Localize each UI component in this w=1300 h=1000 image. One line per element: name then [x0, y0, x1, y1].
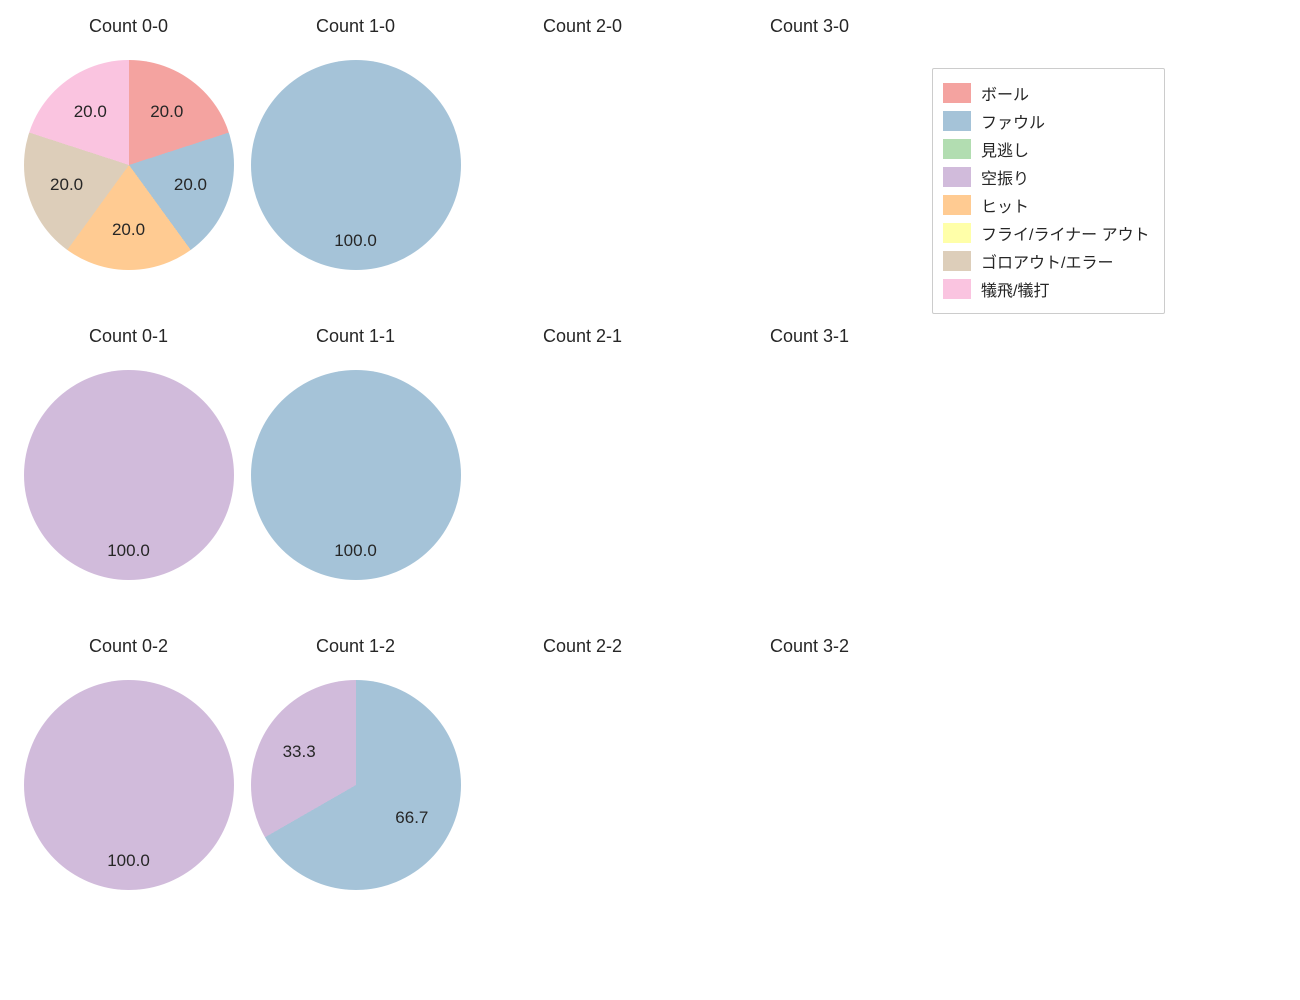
legend-item: 犠飛/犠打 — [943, 275, 1150, 303]
chart-panel: Count 3-2 — [696, 630, 923, 940]
legend-label: 見逃し — [981, 137, 1029, 161]
legend-label: ファウル — [981, 109, 1045, 133]
pie-wrap: 100.0 — [251, 60, 461, 270]
legend-item: ゴロアウト/エラー — [943, 247, 1150, 275]
chart-panel: Count 3-0 — [696, 10, 923, 320]
legend-item: ファウル — [943, 107, 1150, 135]
panel-title: Count 0-2 — [15, 636, 242, 657]
legend-swatch — [943, 139, 971, 159]
pie-chart — [251, 370, 461, 580]
panel-title: Count 3-1 — [696, 326, 923, 347]
panel-title: Count 0-0 — [15, 16, 242, 37]
legend-item: 見逃し — [943, 135, 1150, 163]
pie-chart — [251, 60, 461, 270]
pie-wrap: 100.0 — [251, 370, 461, 580]
chart-panel: Count 0-0 20.020.020.020.020.0 — [15, 10, 242, 320]
legend-swatch — [943, 251, 971, 271]
chart-panel: Count 2-0 — [469, 10, 696, 320]
chart-panel: Count 1-2 66.733.3 — [242, 630, 469, 940]
legend-label: ヒット — [981, 193, 1029, 217]
legend-label: ゴロアウト/エラー — [981, 249, 1113, 273]
pie-wrap: 20.020.020.020.020.0 — [24, 60, 234, 270]
pie-chart — [24, 60, 234, 270]
legend-label: フライ/ライナー アウト — [981, 221, 1150, 245]
pie-chart — [24, 370, 234, 580]
pie-wrap: 100.0 — [24, 370, 234, 580]
pie-chart — [251, 680, 461, 890]
chart-panel: Count 0-1 100.0 — [15, 320, 242, 630]
legend-item: フライ/ライナー アウト — [943, 219, 1150, 247]
panel-title: Count 1-0 — [242, 16, 469, 37]
chart-panel: Count 3-1 — [696, 320, 923, 630]
panel-title: Count 1-1 — [242, 326, 469, 347]
legend-item: 空振り — [943, 163, 1150, 191]
chart-panel: Count 1-1 100.0 — [242, 320, 469, 630]
pie-wrap: 66.733.3 — [251, 680, 461, 890]
pie-wrap: 100.0 — [24, 680, 234, 890]
legend-swatch — [943, 279, 971, 299]
legend: ボールファウル見逃し空振りヒットフライ/ライナー アウトゴロアウト/エラー犠飛/… — [932, 68, 1165, 314]
legend-swatch — [943, 111, 971, 131]
legend-swatch — [943, 223, 971, 243]
legend-label: 空振り — [981, 165, 1029, 189]
legend-item: ボール — [943, 79, 1150, 107]
panel-title: Count 1-2 — [242, 636, 469, 657]
chart-panel: Count 2-1 — [469, 320, 696, 630]
chart-panel: Count 0-2 100.0 — [15, 630, 242, 940]
panel-title: Count 2-1 — [469, 326, 696, 347]
legend-swatch — [943, 195, 971, 215]
panel-title: Count 2-2 — [469, 636, 696, 657]
legend-swatch — [943, 83, 971, 103]
chart-panel: Count 1-0 100.0 — [242, 10, 469, 320]
panel-title: Count 2-0 — [469, 16, 696, 37]
panel-title: Count 0-1 — [15, 326, 242, 347]
chart-panel: Count 2-2 — [469, 630, 696, 940]
legend-item: ヒット — [943, 191, 1150, 219]
legend-label: ボール — [981, 81, 1029, 105]
chart-canvas: Count 0-0 20.020.020.020.020.0 Count 1-0 10… — [0, 0, 1300, 1000]
panel-title: Count 3-0 — [696, 16, 923, 37]
legend-swatch — [943, 167, 971, 187]
pie-chart — [24, 680, 234, 890]
panel-title: Count 3-2 — [696, 636, 923, 657]
legend-label: 犠飛/犠打 — [981, 277, 1049, 301]
